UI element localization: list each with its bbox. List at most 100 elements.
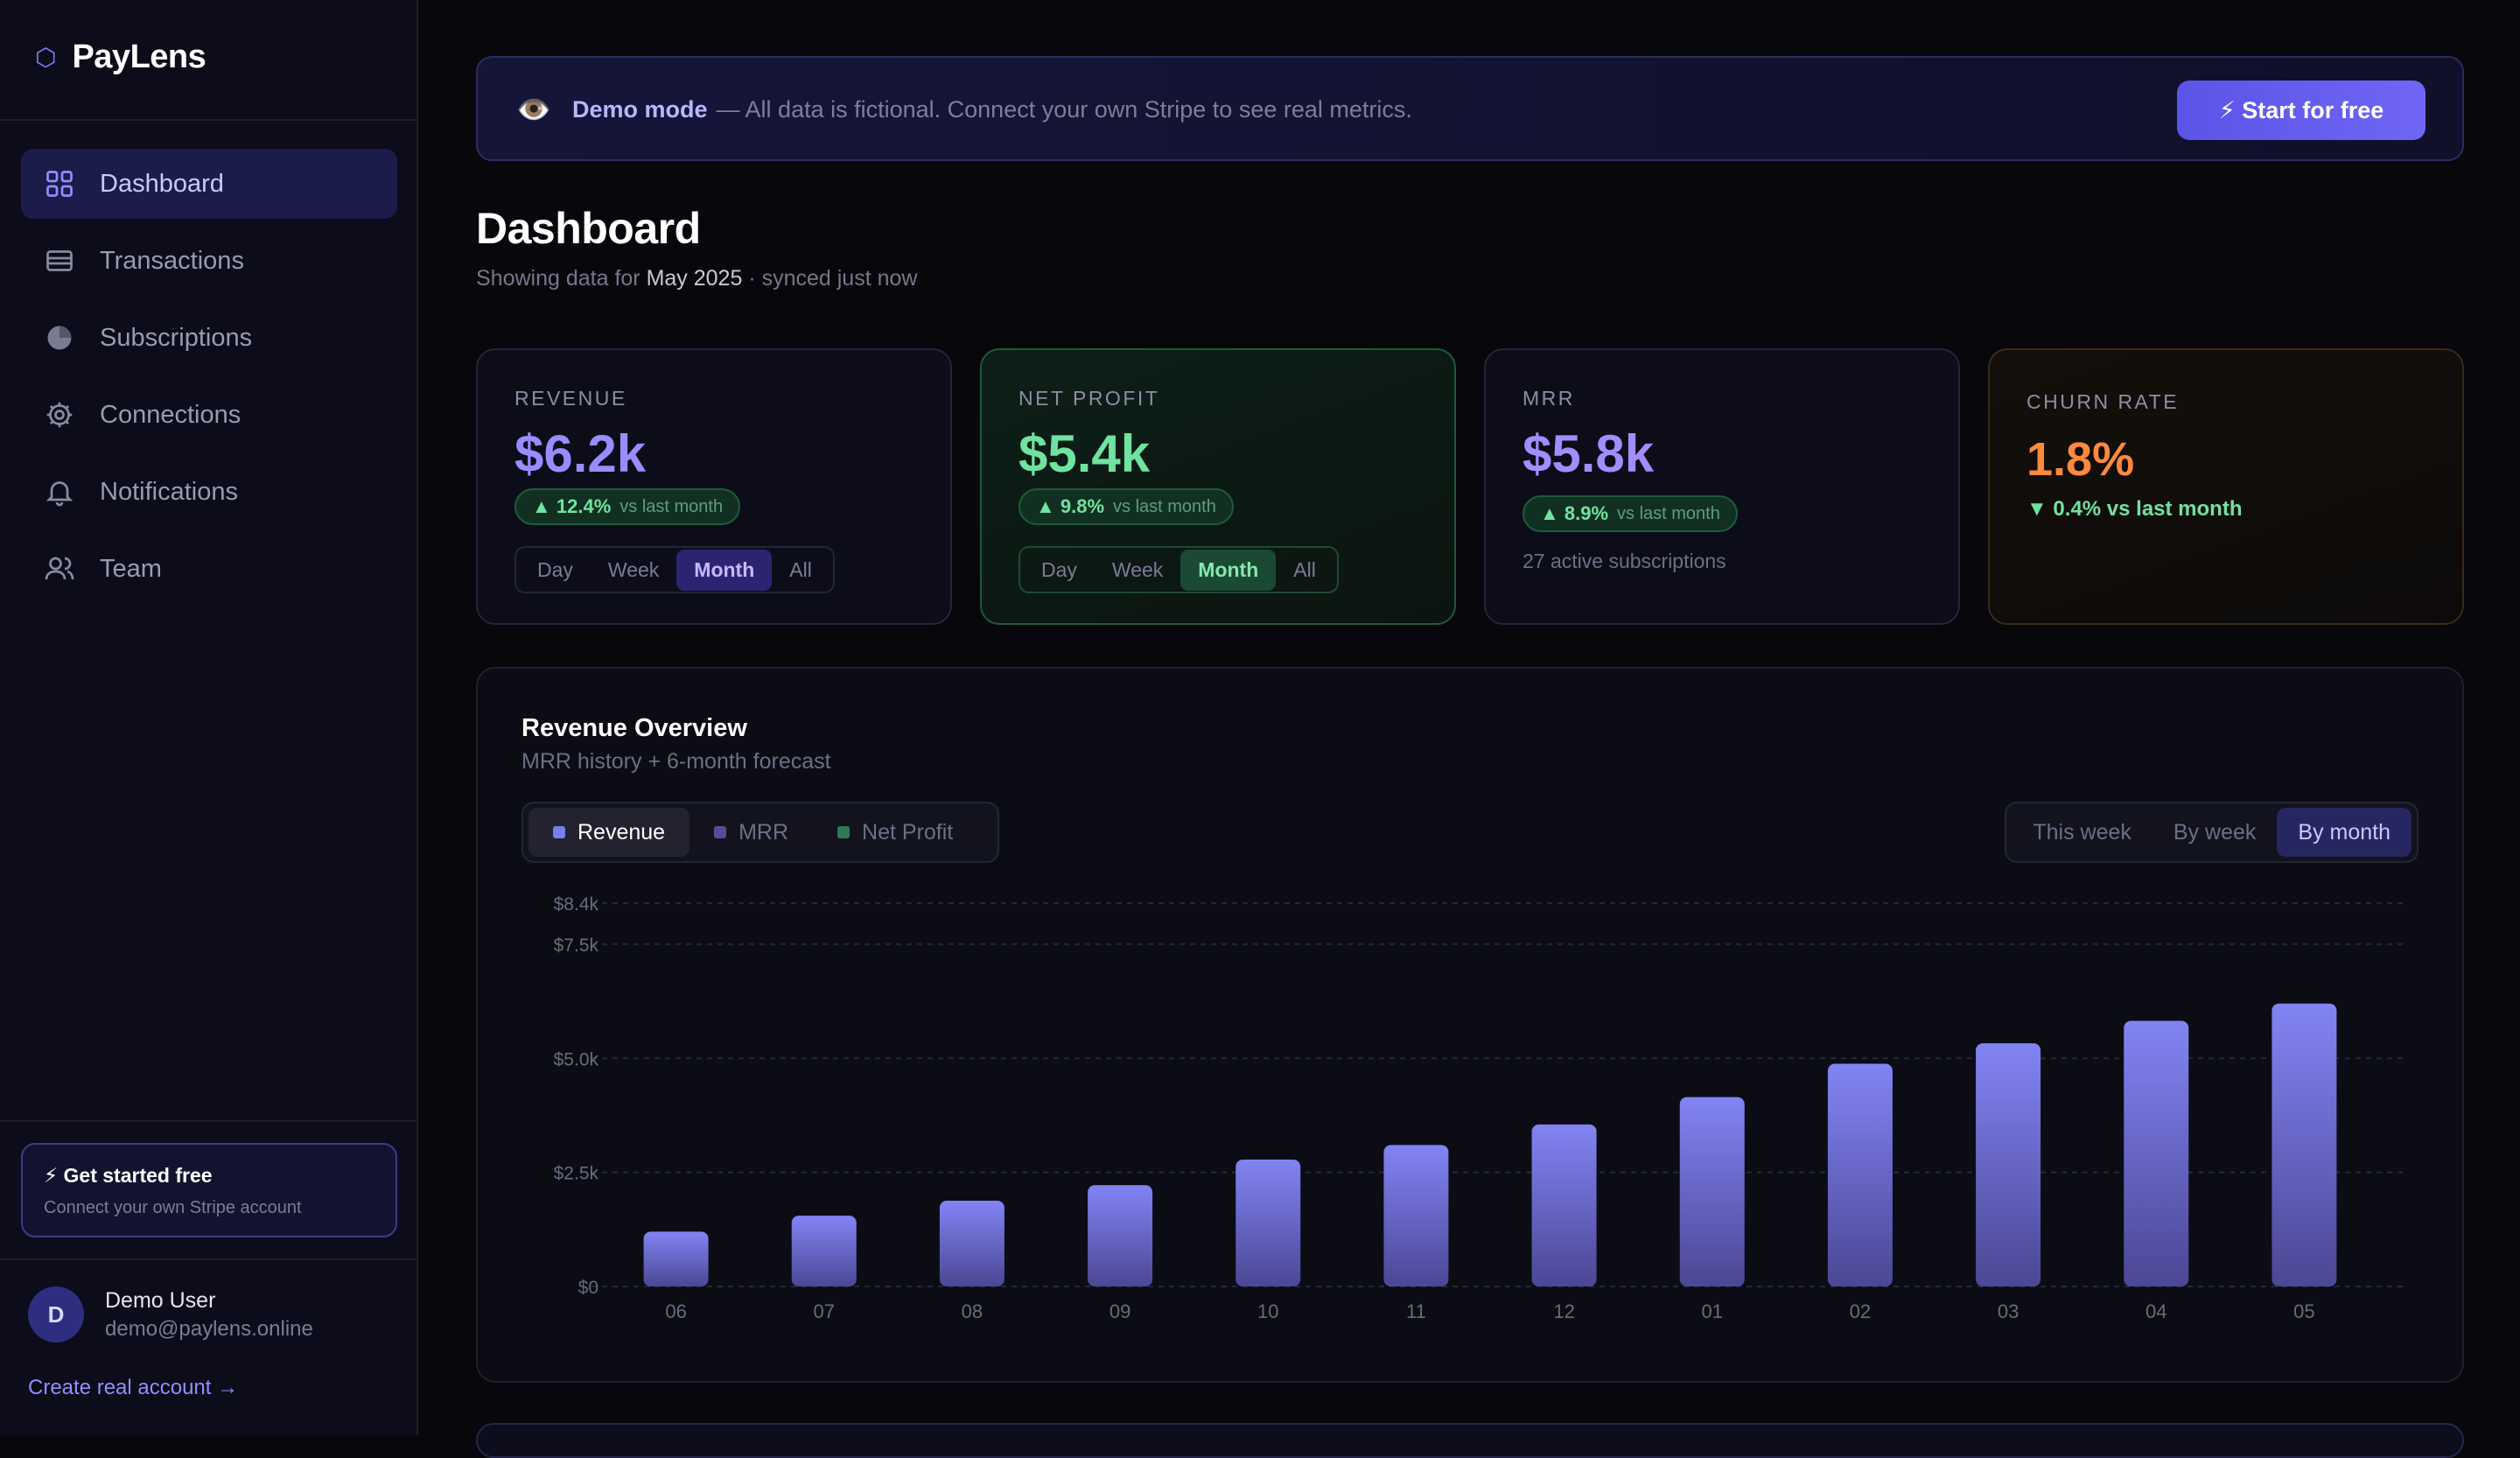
logo-hexagon-icon: ⬡ (35, 44, 57, 71)
app-logo[interactable]: ⬡ PayLens (35, 39, 206, 76)
kpi-delta: ▼ 0.4% vs last month (2026, 497, 2243, 521)
x-tick-label: 04 (2146, 1300, 2166, 1322)
delta-value: ▲ 9.8% (1036, 495, 1105, 517)
sidebar-item-dashboard[interactable]: Dashboard (21, 149, 397, 219)
sidebar-item-label: Notifications (100, 477, 238, 506)
x-tick-label: 01 (1702, 1300, 1723, 1322)
x-tick-label: 10 (1257, 1300, 1278, 1322)
grid-icon (42, 166, 77, 201)
start-for-free-button[interactable]: ⚡ Start for free (2177, 81, 2426, 140)
series-color-swatch (837, 826, 850, 838)
sidebar-item-notifications[interactable]: Notifications (21, 457, 397, 527)
sidebar: ⬡ PayLens Dashboard Transactions Subscri… (0, 0, 418, 1435)
sidebar-item-connections[interactable]: Connections (21, 380, 397, 450)
series-tab-label: Revenue (578, 819, 666, 845)
chart-period-selector: This week By week By month (2005, 802, 2418, 863)
sidebar-item-label: Team (100, 554, 162, 583)
series-tab-net-profit[interactable]: Net Profit (813, 808, 977, 857)
period-all[interactable]: All (789, 557, 812, 581)
create-account-link[interactable]: Create real account → (28, 1376, 239, 1399)
bar-04[interactable] (2124, 1020, 2189, 1286)
bar-10[interactable] (1236, 1160, 1301, 1286)
kpi-label: MRR (1522, 387, 1575, 410)
users-icon (42, 551, 77, 586)
series-tab-mrr[interactable]: MRR (690, 808, 813, 857)
sidebar-divider (0, 1258, 416, 1260)
x-tick-label: 09 (1110, 1300, 1130, 1322)
bar-08[interactable] (939, 1200, 1004, 1286)
bar-02[interactable] (1827, 1063, 1893, 1286)
y-tick-label: $8.4k (554, 894, 599, 915)
subtitle-period: May 2025 (646, 266, 743, 291)
avatar: D (28, 1286, 84, 1342)
y-tick-label: $5.0k (554, 1049, 599, 1069)
period-month[interactable]: Month (676, 549, 773, 591)
active-subscriptions-note: 27 active subscriptions (1522, 550, 1726, 572)
series-tab-label: Net Profit (862, 819, 954, 845)
bar-11[interactable] (1383, 1145, 1449, 1286)
kpi-delta-badge: ▲ 8.9% vs last month (1522, 495, 1738, 532)
eye-icon: 👁️ (516, 94, 551, 125)
period-day[interactable]: Day (537, 557, 573, 581)
series-color-swatch (553, 826, 565, 838)
next-panel-edge (476, 1423, 2464, 1458)
kpi-card-revenue: REVENUE $6.2k ▲ 12.4% vs last month Day … (476, 348, 952, 625)
x-tick-label: 03 (1998, 1300, 2019, 1322)
period-month[interactable]: Month (1180, 549, 1277, 591)
series-selector: Revenue MRR Net Profit (522, 802, 999, 863)
sidebar-nav: Dashboard Transactions Subscriptions Con… (21, 149, 397, 611)
x-axis-labels: 06 07 08 09 10 11 12 01 02 03 04 05 (665, 1300, 2314, 1322)
bar-05[interactable] (2272, 1003, 2337, 1286)
period-all[interactable]: All (1293, 557, 1316, 581)
sidebar-item-team[interactable]: Team (21, 534, 397, 604)
kpi-value: $6.2k (514, 424, 647, 483)
period-by-week[interactable]: By week (2173, 819, 2257, 845)
bar-03[interactable] (1976, 1043, 2041, 1286)
period-week[interactable]: Week (1111, 557, 1164, 581)
kpi-value: $5.8k (1522, 424, 1655, 483)
period-day[interactable]: Day (1041, 557, 1077, 581)
period-this-week[interactable]: This week (2033, 819, 2132, 845)
y-tick-label: $0 (578, 1278, 598, 1298)
sidebar-item-subscriptions[interactable]: Subscriptions (21, 303, 397, 373)
user-info: Demo User demo@paylens.online (105, 1288, 313, 1342)
revenue-overview-panel: Revenue Overview MRR history + 6-month f… (476, 667, 2464, 1383)
y-tick-label: $7.5k (554, 936, 599, 956)
bar-09[interactable] (1088, 1185, 1153, 1286)
card-icon (42, 243, 77, 278)
subtitle-prefix: Showing data for (476, 266, 640, 291)
promo-title: ⚡ Get started free (44, 1164, 213, 1187)
delta-value: ▲ 12.4% (532, 495, 612, 517)
delta-value: ▲ 8.9% (1540, 502, 1609, 524)
series-tab-label: MRR (738, 819, 789, 845)
kpi-value: $5.4k (1018, 424, 1151, 483)
series-tab-revenue[interactable]: Revenue (528, 808, 690, 857)
sidebar-item-label: Subscriptions (100, 323, 253, 352)
panel-subtitle: MRR history + 6-month forecast (522, 749, 831, 774)
banner-text: — All data is fictional. Connect your ow… (716, 96, 1412, 123)
bar-07[interactable] (791, 1216, 857, 1286)
delta-vs: vs last month (620, 496, 724, 516)
user-name: Demo User (105, 1287, 216, 1313)
kpi-label: CHURN RATE (2026, 390, 2180, 413)
delta-vs: vs last month (1617, 503, 1720, 523)
bar-12[interactable] (1531, 1124, 1597, 1286)
promo-subtitle: Connect your own Stripe account (44, 1198, 302, 1217)
bar-06[interactable] (643, 1231, 709, 1286)
x-tick-label: 06 (665, 1300, 686, 1322)
bell-icon (42, 474, 77, 509)
net-profit-period-selector: Day Week Month All (1018, 546, 1339, 593)
period-by-month[interactable]: By month (2277, 808, 2412, 857)
kpi-value: 1.8% (2026, 433, 2135, 486)
period-week[interactable]: Week (607, 557, 660, 581)
user-profile[interactable]: D Demo User demo@paylens.online (28, 1286, 313, 1342)
x-tick-label: 05 (2293, 1300, 2314, 1322)
pie-icon (42, 320, 77, 355)
sidebar-divider (0, 119, 416, 121)
sidebar-item-label: Transactions (100, 246, 244, 275)
x-tick-label: 02 (1850, 1300, 1871, 1322)
sidebar-item-transactions[interactable]: Transactions (21, 226, 397, 296)
kpi-label: NET PROFIT (1018, 387, 1160, 410)
get-started-card[interactable]: ⚡ Get started free Connect your own Stri… (21, 1143, 397, 1237)
bar-01[interactable] (1679, 1097, 1745, 1286)
